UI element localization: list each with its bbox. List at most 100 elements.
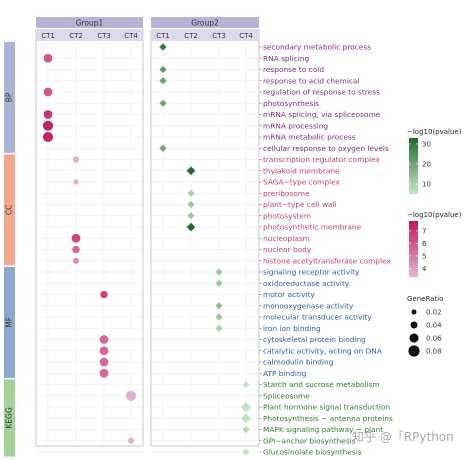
point-circle [99, 368, 109, 378]
point-circle [43, 87, 53, 97]
ratio-legend-label: 0.08 [426, 348, 442, 356]
term-label: GPI−anchor biosynthesis [263, 436, 356, 445]
term-label: regulation of response to stress [263, 88, 380, 97]
category-label: MF [5, 317, 14, 328]
point-diamond [159, 99, 167, 107]
point-circle [71, 233, 81, 243]
column-label: CT4 [124, 32, 138, 40]
term-label: Plant hormone signal transduction [263, 403, 391, 412]
colorbar-tick-label: 20 [422, 161, 431, 169]
point-diamond [215, 324, 223, 332]
colorbar-group2 [409, 138, 418, 194]
point-diamond [242, 380, 250, 389]
point-circle [125, 390, 137, 401]
term-label: Glucosinolate biosynthesis [263, 448, 362, 457]
point-diamond [159, 144, 167, 152]
point-diamond [215, 302, 223, 310]
legend-title: GeneRatio [407, 295, 443, 303]
term-label: transcription regulator complex [263, 155, 380, 164]
colorbar-tick-label: 30 [422, 141, 431, 149]
term-label: photosynthesis [263, 99, 319, 108]
point-circle [99, 335, 109, 344]
colorbar-group1 [409, 221, 418, 277]
point-circle [127, 437, 135, 444]
column-label: CT3 [97, 32, 111, 40]
term-label: calmodulin binding [263, 358, 334, 367]
point-circle [72, 156, 80, 163]
point-circle [99, 357, 109, 367]
point-diamond [215, 268, 223, 276]
point-diamond [187, 200, 195, 209]
term-label: Photosynthesis − antenna proteins [263, 414, 393, 423]
term-label: mRNA metabolic process [263, 133, 356, 142]
ratio-legend-circle [408, 345, 420, 357]
term-label: nucleoplasm [263, 234, 310, 243]
term-label: motor activity [263, 290, 315, 299]
point-diamond [187, 189, 195, 197]
term-label: ATP binding [263, 369, 307, 378]
term-label: mRNA processing [263, 121, 328, 130]
column-label: CT3 [212, 32, 226, 40]
point-diamond [240, 413, 252, 424]
term-label: cytoskeletal protein binding [263, 335, 366, 344]
ratio-legend-circle [410, 321, 418, 329]
ratio-legend-label: 0.02 [426, 309, 442, 317]
term-label: RNA splicing [263, 54, 310, 63]
point-diamond [159, 43, 167, 51]
point-circle [43, 110, 53, 119]
point-diamond [240, 401, 252, 413]
point-diamond [159, 65, 167, 74]
point-diamond [186, 166, 196, 176]
term-label: iron ion binding [263, 324, 321, 333]
ratio-legend-circle [411, 309, 417, 315]
category-strip-bp [4, 41, 15, 153]
point-diamond [186, 222, 196, 232]
term-label: molecular transducer activity [263, 313, 372, 322]
term-label: mRNA splicing, via spliceosome [263, 110, 381, 119]
point-diamond [187, 212, 195, 220]
group-label: Group2 [191, 19, 219, 28]
term-label: response to cold [263, 65, 324, 74]
category-label: BP [5, 92, 14, 102]
point-circle [43, 53, 53, 63]
group-strip-group1 [36, 17, 143, 28]
column-label: CT4 [239, 32, 253, 40]
term-label: SAGA−type complex [263, 178, 341, 187]
term-label: thylakoid membrane [263, 166, 340, 175]
colorbar-tick-label: 10 [422, 181, 431, 189]
legend-title: −log10(pvalue) [407, 128, 462, 136]
term-label: secondary metabolic process [263, 43, 371, 52]
point-diamond [215, 279, 223, 287]
category-strip-mf [4, 266, 15, 378]
colorbar-tick-label: 6 [422, 240, 427, 248]
point-circle [42, 120, 54, 131]
point-diamond [159, 77, 167, 85]
category-strip-kegg [4, 379, 15, 457]
term-label: photosystem [263, 211, 311, 220]
point-circle [99, 346, 109, 356]
colorbar-tick-label: 7 [422, 227, 426, 235]
colorbar-tick-label: 4 [422, 265, 427, 273]
term-label: photosynthetic membrane [263, 223, 362, 232]
watermark: 知乎 @「RPython [352, 430, 454, 444]
group-strip-group2 [151, 17, 259, 28]
term-label: Spliceosome [263, 391, 310, 400]
category-label: KEGG [5, 407, 14, 428]
ratio-legend-label: 0.04 [426, 322, 442, 330]
term-label: plant−type cell wall [263, 200, 337, 209]
legend-title: −log10(pvalue) [407, 211, 462, 219]
point-circle [73, 179, 79, 185]
term-label: catalytic activity, acting on DNA [263, 346, 382, 355]
term-label: histone acetyltransferase complex [263, 256, 391, 265]
column-strip-group1 [36, 29, 143, 41]
category-label: CC [5, 205, 14, 215]
ratio-legend-label: 0.06 [426, 335, 442, 343]
term-label: cellular response to oxygen levels [263, 144, 389, 153]
point-circle [72, 257, 80, 264]
term-label: response to acid chemical [263, 76, 360, 85]
term-label: preribosome [263, 189, 310, 198]
term-label: Starch and sucrose metabolism [263, 380, 380, 389]
category-strip-cc [4, 154, 15, 266]
term-label: nuclear body [263, 245, 312, 254]
